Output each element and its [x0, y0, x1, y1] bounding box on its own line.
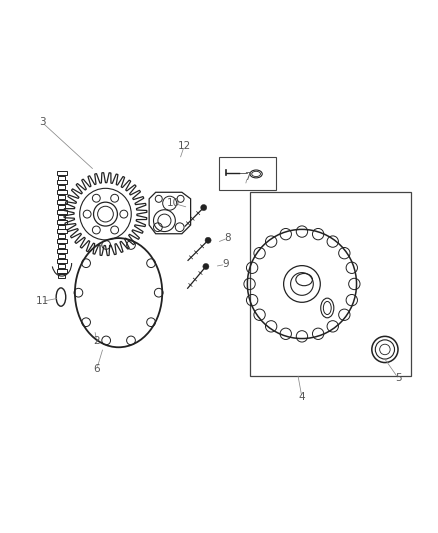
Bar — [57, 269, 67, 273]
Text: 12: 12 — [177, 141, 191, 151]
Text: 6: 6 — [93, 364, 100, 374]
Text: 3: 3 — [39, 117, 46, 127]
Bar — [219, 157, 276, 190]
Bar — [57, 200, 67, 204]
Bar — [58, 224, 65, 229]
Bar — [58, 273, 65, 278]
Bar — [58, 175, 65, 180]
Bar — [57, 171, 67, 175]
Bar — [57, 220, 67, 224]
Bar — [250, 192, 411, 376]
Bar — [57, 229, 67, 233]
Text: 11: 11 — [35, 296, 49, 306]
Bar — [58, 264, 65, 268]
Bar — [58, 244, 65, 248]
Text: 9: 9 — [222, 260, 229, 269]
Circle shape — [201, 205, 207, 211]
Bar — [58, 195, 65, 199]
Bar — [58, 254, 65, 258]
Bar — [58, 215, 65, 219]
Circle shape — [203, 263, 209, 270]
Bar — [57, 259, 67, 263]
Text: 7: 7 — [244, 172, 251, 182]
Bar — [57, 210, 67, 214]
Text: 2: 2 — [93, 336, 100, 346]
Bar — [58, 235, 65, 238]
Bar — [58, 185, 65, 189]
Text: 8: 8 — [224, 233, 231, 243]
Text: 5: 5 — [395, 373, 401, 383]
Text: 4: 4 — [299, 392, 305, 402]
Bar — [58, 205, 65, 209]
Bar — [57, 239, 67, 243]
Circle shape — [205, 237, 211, 244]
Bar — [57, 190, 67, 194]
Bar — [57, 249, 67, 253]
Bar — [57, 181, 67, 184]
Text: 10: 10 — [166, 198, 180, 208]
